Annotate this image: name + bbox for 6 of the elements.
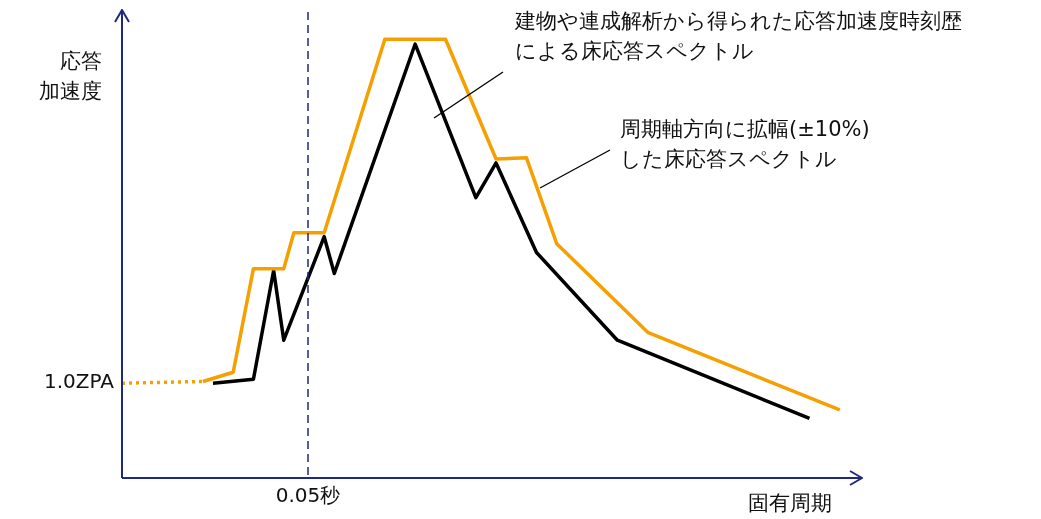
text: 1.0ZPA: [44, 369, 115, 394]
y-axis-title: 応答加速度: [39, 48, 102, 103]
x-axis-title: 固有周期: [748, 490, 832, 515]
annotation: 周期軸方向に拡幅(±10%)した床応答スペクトル: [620, 116, 870, 171]
text: 0.05秒: [275, 483, 341, 508]
annotation: 建物や連成解析から得られた応答加速度時刻歴による床応答スペクトル: [514, 8, 962, 63]
